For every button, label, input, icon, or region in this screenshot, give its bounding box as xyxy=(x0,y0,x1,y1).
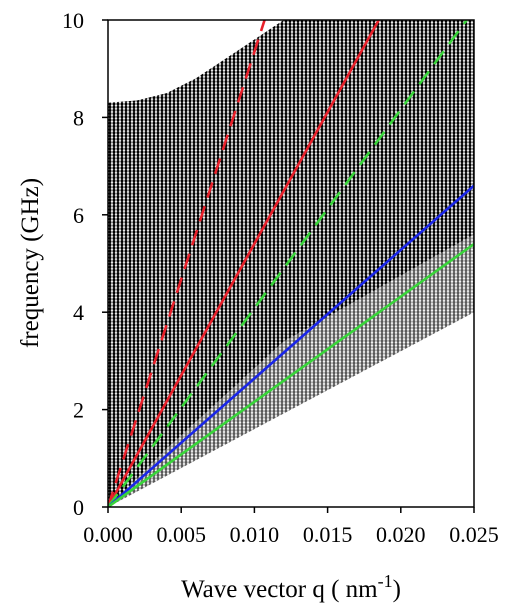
y-tick-label: 6 xyxy=(73,203,84,228)
band-region xyxy=(108,20,474,507)
x-axis-label-exponent: -1 xyxy=(378,571,393,591)
x-axis-label: Wave vector q ( nm-1) xyxy=(181,571,401,603)
dispersion-line-5 xyxy=(108,242,474,507)
y-tick-label: 8 xyxy=(73,105,84,130)
y-axis: 0 2 4 6 8 10 xyxy=(62,8,108,520)
dispersion-line-3 xyxy=(108,20,468,507)
y-tick-label: 2 xyxy=(73,398,84,423)
plot-frame xyxy=(107,19,475,508)
y-tick-label: 4 xyxy=(73,300,84,325)
dispersion-line-4 xyxy=(108,184,474,507)
dispersion-lines xyxy=(108,20,474,507)
band-lower-branch xyxy=(108,234,474,507)
x-tick-label: 0.005 xyxy=(156,522,206,547)
y-tick-label: 10 xyxy=(62,8,84,33)
dispersion-line-2 xyxy=(108,20,380,507)
x-tick-label: 0.010 xyxy=(230,522,280,547)
x-axis-label-main: Wave vector q ( nm xyxy=(181,576,378,603)
x-axis: 0.000 0.005 0.010 0.015 0.020 0.025 xyxy=(83,507,499,547)
x-tick-label: 0.000 xyxy=(83,522,133,547)
dispersion-line-1 xyxy=(108,20,266,507)
x-tick-label: 0.020 xyxy=(376,522,426,547)
x-tick-label: 0.025 xyxy=(449,522,499,547)
dispersion-band xyxy=(108,20,474,507)
x-axis-label-end: ) xyxy=(393,576,401,603)
y-axis-label: frequency (GHz) xyxy=(17,178,44,348)
y-tick-label: 0 xyxy=(73,495,84,520)
x-tick-label: 0.015 xyxy=(303,522,353,547)
